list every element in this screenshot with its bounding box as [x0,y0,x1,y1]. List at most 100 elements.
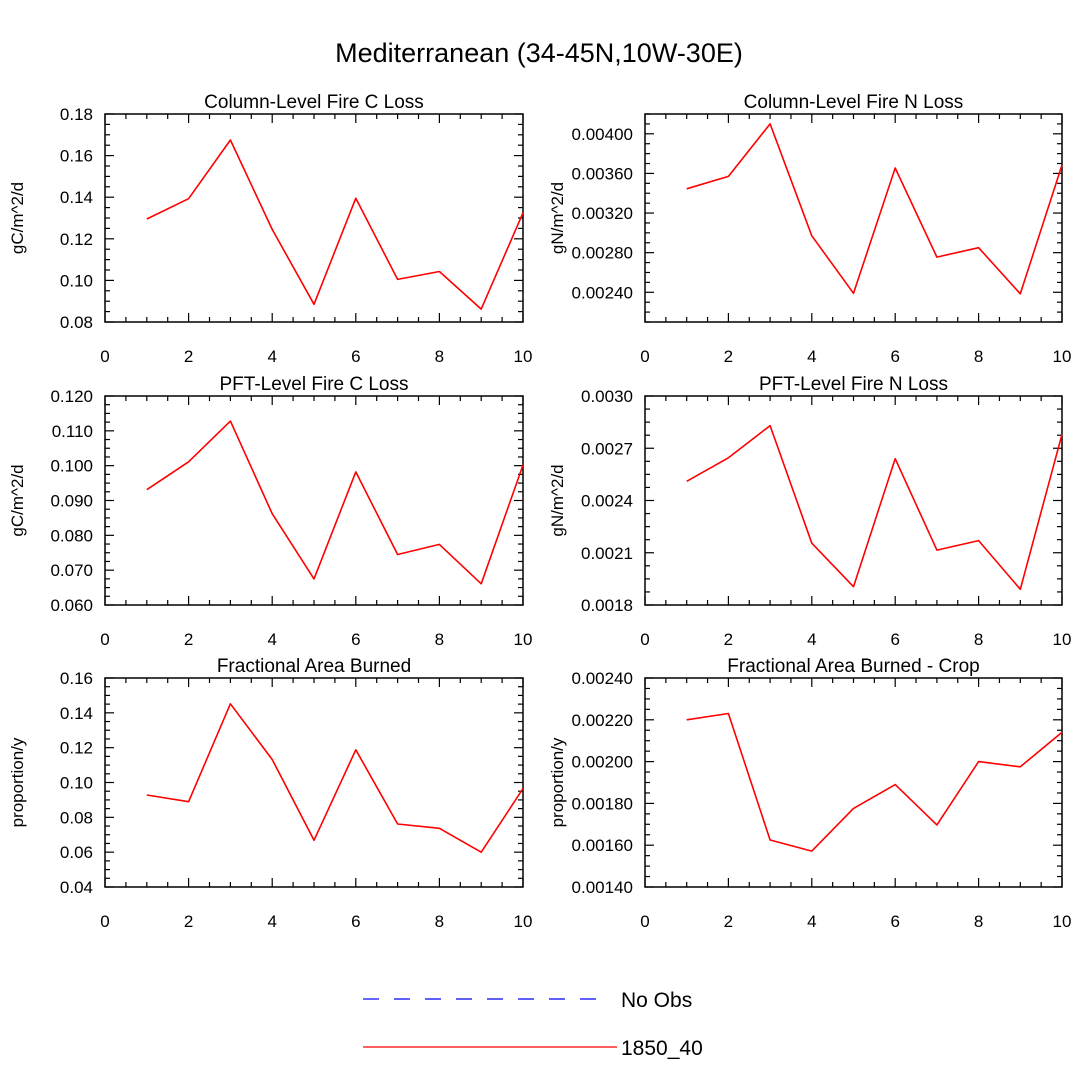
y-tick-label: 0.0018 [581,596,633,615]
series-line-1850-40 [146,702,524,854]
y-tick-label: 0.06 [60,843,93,862]
y-tick-label: 0.10 [60,271,93,290]
y-tick-label: 0.14 [60,188,93,207]
x-tick-label: 0 [100,347,109,366]
plot-frame [644,677,1063,888]
x-tick-label: 2 [184,630,193,649]
y-tick-label: 0.10 [60,774,93,793]
plot-frame [104,113,524,323]
x-tick-label: 2 [724,347,733,366]
series-line-1850-40 [686,424,1063,591]
y-tick-label: 0.080 [50,526,93,545]
x-tick-label: 10 [514,630,533,649]
x-tick-label: 8 [435,347,444,366]
y-tick-label: 0.0027 [581,439,633,458]
x-tick-label: 8 [974,347,983,366]
y-tick-label: 0.16 [60,669,93,688]
y-tick-label: 0.00140 [572,878,633,897]
panel-pft-level-fire-c-loss: 0 2 4 6 8 10 0.060 0.070 0.080 0.090 0.100 0.110 0.1… [8,374,532,649]
panel-title: PFT-Level Fire C Loss [220,374,409,395]
y-tick-label: 0.00400 [572,125,633,144]
panel-column-level-fire-c-loss: 0 2 4 6 8 10 0.08 0.10 0.12 0.14 0.16 0.18 Column-Le… [8,92,532,366]
x-tick-label: 10 [1053,347,1072,366]
series-line-1850-40 [686,712,1063,852]
x-tick-label: 6 [890,912,899,931]
x-tick-label: 4 [807,630,816,649]
x-tick-label: 8 [435,630,444,649]
legend-label-1850-40: 1850_40 [621,1037,703,1060]
x-tick-label: 4 [267,347,276,366]
x-tick-label: 10 [1053,630,1072,649]
plot-frame [644,395,1063,606]
y-tick-label: 0.070 [50,561,93,580]
x-tick-label: 8 [974,912,983,931]
series-line-1850-40 [686,123,1063,295]
x-tick-label: 6 [351,347,360,366]
x-tick-label: 0 [640,912,649,931]
x-tick-label: 0 [100,630,109,649]
x-tick-label: 0 [640,630,649,649]
x-tick-label: 2 [184,347,193,366]
panel-ticks [644,395,1063,606]
y-tick-label: 0.00320 [572,204,633,223]
y-tick-label: 0.16 [60,147,93,166]
y-tick-label: 0.120 [50,387,93,406]
y-tick-label: 0.0021 [581,544,633,563]
x-tick-label: 6 [351,912,360,931]
y-tick-label: 0.00240 [572,669,633,688]
panels-grid: 0 2 4 6 8 10 0.08 0.10 0.12 0.14 0.16 0.18 Column-Le… [8,92,1071,931]
panel-ticks [104,395,524,606]
panel-title: PFT-Level Fire N Loss [759,374,948,395]
y-tick-label: 0.18 [60,105,93,124]
x-tick-label: 4 [807,347,816,366]
series-line-1850-40 [146,420,524,585]
panel-ticks [104,677,524,888]
panel-pft-level-fire-n-loss: 0 2 4 6 8 10 0.0018 0.0021 0.0024 0.0027 0.0030 PFT… [548,374,1071,649]
y-tick-label: 0.04 [60,878,93,897]
plot-frame [644,113,1063,323]
panel-column-level-fire-n-loss: 0 2 4 6 8 10 0.00240 0.00280 0.00320 0.00360 0.004… [548,92,1071,366]
y-axis-label: gC/m^2/d [8,182,27,254]
plot-frame [104,677,524,888]
series-line-1850-40 [146,139,524,310]
y-tick-label: 0.0030 [581,387,633,406]
y-tick-label: 0.08 [60,808,93,827]
x-tick-label: 8 [435,912,444,931]
y-tick-label: 0.00180 [572,794,633,813]
x-tick-label: 4 [267,912,276,931]
x-tick-label: 0 [100,912,109,931]
panel-title: Column-Level Fire N Loss [744,92,964,113]
legend-label-no-obs: No Obs [621,989,692,1012]
y-tick-label: 0.00240 [572,283,633,302]
y-tick-label: 0.14 [60,704,93,723]
y-axis-label: proportion/y [8,737,27,827]
x-tick-label: 4 [267,630,276,649]
plot-frame [104,395,524,606]
y-tick-label: 0.110 [52,422,93,441]
y-tick-label: 0.00160 [572,836,633,855]
main-title: Mediterranean (34-45N,10W-30E) [335,38,743,68]
x-tick-label: 2 [184,912,193,931]
y-axis-label: gN/m^2/d [548,182,567,254]
x-tick-label: 8 [974,630,983,649]
panel-fractional-area-burned-crop: 0 2 4 6 8 10 0.00140 0.00160 0.00180 0.00200 0.002… [548,656,1071,931]
panel-title: Fractional Area Burned - Crop [727,656,979,677]
y-tick-label: 0.00280 [572,244,633,263]
y-tick-label: 0.060 [50,596,93,615]
legend: No Obs 1850_40 [363,989,703,1060]
y-tick-label: 0.08 [60,313,93,332]
x-tick-label: 10 [514,347,533,366]
y-tick-label: 0.12 [60,739,93,758]
y-tick-label: 0.00360 [572,164,633,183]
x-tick-label: 10 [514,912,533,931]
x-tick-label: 6 [351,630,360,649]
x-tick-label: 6 [890,347,899,366]
y-axis-label: proportion/y [548,737,567,827]
y-tick-label: 0.100 [50,457,93,476]
panel-fractional-area-burned: 0 2 4 6 8 10 0.04 0.06 0.08 0.10 0.12 0.14 0.16 Fract… [8,656,532,931]
y-axis-label: gN/m^2/d [548,464,567,536]
x-tick-label: 0 [640,347,649,366]
panel-title: Column-Level Fire C Loss [204,92,424,113]
y-tick-label: 0.12 [60,230,93,249]
x-tick-label: 2 [724,912,733,931]
